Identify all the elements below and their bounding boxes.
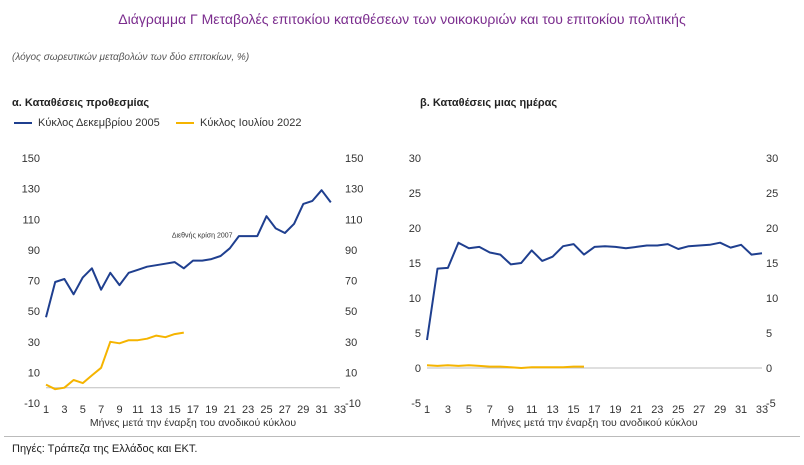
panel-b-xtick: 17	[588, 404, 600, 416]
panel-a-ytick-right: 130	[345, 184, 363, 196]
panel-a-xaxis-label: Μήνες μετά την έναρξη του ανοδικού κύκλο…	[90, 417, 296, 429]
panel-a-ytick-right: 50	[345, 306, 357, 318]
panel-b-xtick: 27	[693, 404, 705, 416]
legend-item-2022: Κύκλος Ιουλίου 2022	[176, 117, 301, 129]
panel-a-series-line-2005	[45, 189, 332, 318]
panel-a-xtick: 7	[98, 404, 104, 416]
panel-a-xtick: 29	[297, 404, 309, 416]
panel-a-xtick: 3	[61, 404, 67, 416]
chart-subtitle: (λόγος σωρευτικών μεταβολών των δύο επιτ…	[12, 52, 250, 63]
panel-b-ytick-left: 5	[415, 328, 421, 340]
panel-b-xtick: 31	[735, 404, 747, 416]
panel-b-ytick-left: 10	[409, 293, 421, 305]
panel-a-xtick: 19	[205, 404, 217, 416]
panel-b-ytick-left: -5	[411, 398, 421, 410]
panel-b-ytick-left: 20	[409, 223, 421, 235]
legend-item-2005: Κύκλος Δεκεμβρίου 2005	[14, 117, 160, 129]
panel-a-ytick-right: -10	[345, 398, 361, 410]
panel-b-ytick-left: 15	[409, 258, 421, 270]
panel-b-xtick: 19	[609, 404, 621, 416]
panel-a-xtick: 21	[224, 404, 236, 416]
panel-a-xtick: 13	[150, 404, 162, 416]
panel-b-xtick: 1	[424, 404, 430, 416]
panel-a-ytick-left: -10	[24, 398, 40, 410]
panel-b-xtick: 25	[672, 404, 684, 416]
panel-a-ytick-right: 70	[345, 276, 357, 288]
panel-b-ytick-right: -5	[766, 398, 776, 410]
legend-swatch-2005	[14, 122, 32, 125]
panel-a-xtick: 5	[80, 404, 86, 416]
panel-b-ytick-right: 15	[766, 258, 778, 270]
legend-swatch-2022	[176, 122, 194, 125]
source-divider	[4, 436, 800, 437]
panel-a-annotation: Διεθνής κρίση 2007	[172, 232, 233, 240]
panel-a-ytick-right: 110	[345, 214, 363, 226]
panel-a-ytick-left: 10	[28, 367, 40, 379]
panel-b-ytick-right: 5	[766, 328, 772, 340]
panel-a-ytick-left: 150	[22, 153, 40, 165]
panel-a-xtick: 23	[242, 404, 254, 416]
panel-a-xtick: 9	[116, 404, 122, 416]
panel-b-xtick: 5	[466, 404, 472, 416]
panel-b-series-line-2005	[426, 241, 763, 341]
source-note: Πηγές: Τράπεζα της Ελλάδος και ΕΚΤ.	[12, 443, 198, 455]
panel-a-xtick: 25	[260, 404, 272, 416]
panel-b-ytick-left: 30	[409, 153, 421, 165]
panel-b-xaxis-label: Μήνες μετά την έναρξη του ανοδικού κύκλο…	[491, 417, 697, 429]
panel-a-xtick: 31	[316, 404, 328, 416]
panel-a-xtick: 1	[43, 404, 49, 416]
panel-b-ytick-left: 0	[415, 363, 421, 375]
legend-label-2005: Κύκλος Δεκεμβρίου 2005	[38, 117, 160, 129]
panel-b-ytick-right: 25	[766, 188, 778, 200]
panel-b-series-line-2022	[426, 364, 584, 369]
panel-b-xtick: 29	[714, 404, 726, 416]
panel-a-ytick-right: 150	[345, 153, 363, 165]
panel-a-ytick-left: 70	[28, 276, 40, 288]
panel-b-ytick-right: 30	[766, 153, 778, 165]
panel-a-xtick: 27	[279, 404, 291, 416]
panel-b-ytick-right: 10	[766, 293, 778, 305]
panel-a-ytick-left: 130	[22, 184, 40, 196]
panel-b-xtick: 23	[651, 404, 663, 416]
panel-b-xtick: 11	[526, 404, 537, 416]
panel-a-ytick-right: 10	[345, 367, 357, 379]
legend-label-2022: Κύκλος Ιουλίου 2022	[200, 117, 302, 129]
panel-b-xtick: 9	[508, 404, 514, 416]
panel-a-ytick-right: 90	[345, 245, 357, 257]
panel-b-title: β. Καταθέσεις μιας ημέρας	[420, 97, 558, 109]
panel-b-xtick: 15	[567, 404, 579, 416]
panel-a-xtick: 15	[169, 404, 181, 416]
panel-a-ytick-left: 90	[28, 245, 40, 257]
panel-a-ytick-right: 30	[345, 337, 357, 349]
panel-b-xtick: 3	[445, 404, 451, 416]
panel-a-ytick-left: 50	[28, 306, 40, 318]
panel-b-xtick: 7	[487, 404, 493, 416]
panel-a-xtick: 17	[187, 404, 199, 416]
panel-b-xtick: 21	[630, 404, 642, 416]
panel-b-xtick: 13	[547, 404, 559, 416]
panel-b-ytick-right: 0	[766, 363, 772, 375]
panel-a-series-line-2022	[45, 331, 184, 391]
panel-b-ytick-right: 20	[766, 223, 778, 235]
panel-a-ytick-left: 30	[28, 337, 40, 349]
chart-title: Διάγραμμα Γ Μεταβολές επιτοκίου καταθέσε…	[118, 11, 686, 27]
panel-a-xtick: 33	[334, 404, 346, 416]
panel-a-ytick-left: 110	[22, 214, 40, 226]
panel-b-ytick-left: 25	[409, 188, 421, 200]
panel-a-title: α. Καταθέσεις προθεσμίας	[12, 97, 150, 109]
panel-b-xtick: 33	[756, 404, 768, 416]
panel-a-xtick: 11	[132, 404, 143, 416]
